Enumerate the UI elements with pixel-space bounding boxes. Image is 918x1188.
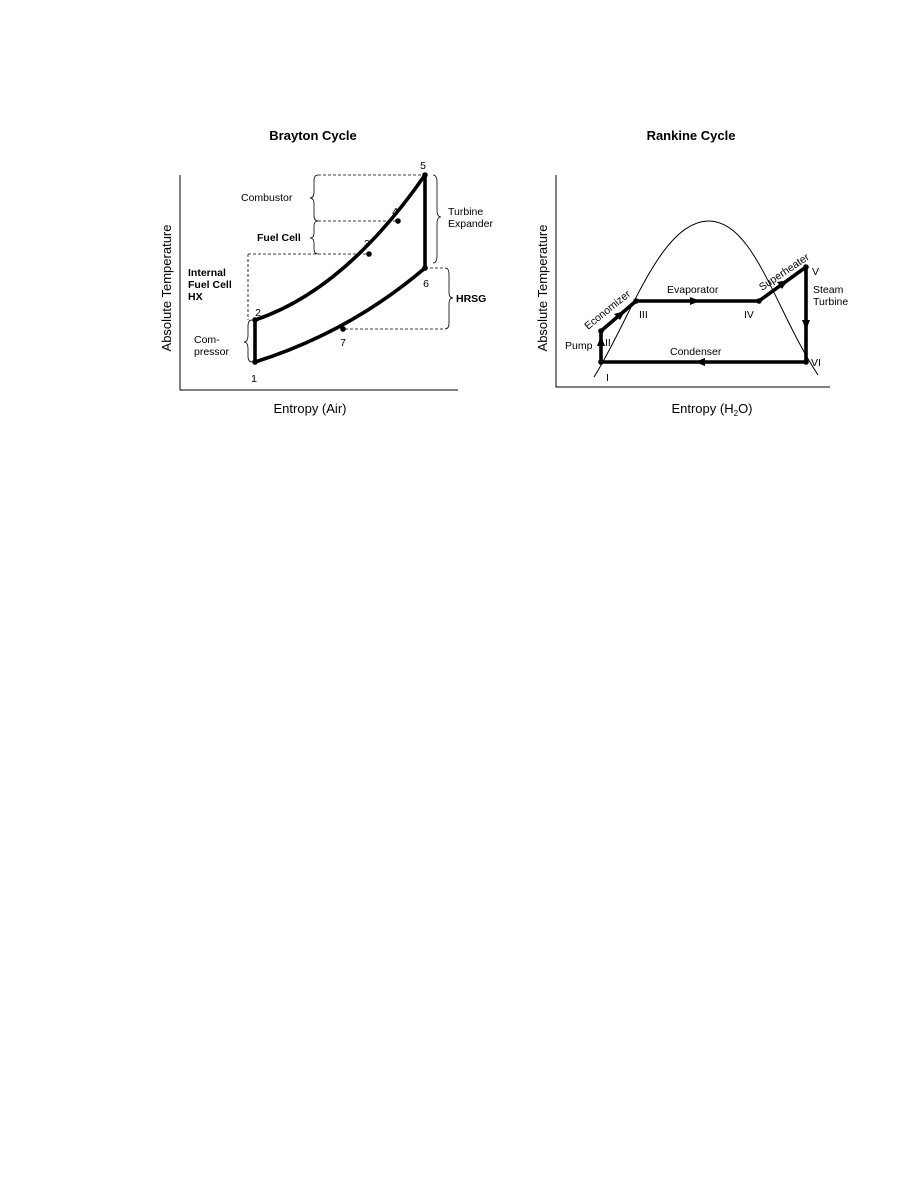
combustor-brace (309, 174, 319, 222)
fuel-cell-label: Fuel Cell (257, 232, 301, 244)
superheater-arrow (777, 280, 788, 289)
rankine-diagram: Rankine Cycle Absolute Temperature Entro… (535, 128, 848, 418)
hrsg-label: HRSG (456, 293, 486, 305)
state-point-4 (395, 218, 401, 224)
fuel-cell-brace (309, 220, 319, 255)
brayton-title: Brayton Cycle (269, 128, 356, 143)
point-IV-label: IV (744, 309, 754, 321)
point-7-label: 7 (340, 337, 346, 349)
saturation-dome (593, 220, 819, 378)
point-II-label: II (605, 337, 611, 349)
pump-arrow (597, 336, 605, 346)
internal-hx-label-2: Fuel Cell (188, 279, 232, 291)
point-I-label: I (606, 372, 609, 384)
point-2-label: 2 (255, 307, 261, 319)
rankine-y-axis-label: Absolute Temperature (535, 225, 550, 352)
steam-turbine-label-2: Turbine (813, 296, 848, 308)
state-point-5 (422, 172, 428, 178)
condenser-label: Condenser (670, 346, 722, 358)
brayton-diagram: Brayton Cycle Absolute Temperature Entro… (159, 128, 493, 416)
turbine-brace (432, 174, 442, 264)
state-point-2 (252, 317, 258, 323)
compressor-brace (243, 319, 253, 363)
brayton-x-axis-label: Entropy (Air) (274, 401, 347, 416)
state-point-III (633, 298, 639, 304)
point-VI-label: VI (811, 357, 821, 369)
state-point-VI (803, 359, 809, 365)
state-point-3 (366, 251, 372, 257)
hrsg-brace (444, 267, 454, 330)
compressor-label-1: Com- (194, 334, 220, 346)
superheater-label: Superheater (757, 251, 812, 294)
pump-label: Pump (565, 340, 593, 352)
internal-hx-label-1: Internal (188, 267, 226, 279)
evaporator-arrow (690, 297, 700, 305)
evaporator-label: Evaporator (667, 284, 719, 296)
compressor-label-2: pressor (194, 346, 230, 358)
state-point-7 (340, 326, 346, 332)
condenser-arrow (695, 358, 705, 366)
rankine-axes (555, 175, 830, 388)
state-point-II (598, 328, 604, 334)
economizer-arrow (614, 311, 625, 320)
brayton-y-axis-label: Absolute Temperature (159, 225, 174, 352)
combustor-label: Combustor (241, 192, 293, 204)
point-1-label: 1 (251, 373, 257, 385)
state-point-6 (422, 265, 428, 271)
turbine-label-2: Expander (448, 218, 493, 230)
state-point-V (803, 264, 809, 270)
point-5-label: 5 (420, 160, 426, 172)
point-3-label: 3 (364, 238, 370, 250)
state-point-IV (756, 298, 762, 304)
turbine-arrow (802, 320, 810, 330)
point-6-label: 6 (423, 278, 429, 290)
rankine-x-axis-label: Entropy (H2O) (671, 401, 752, 418)
state-point-1 (252, 359, 258, 365)
point-4-label: 4 (392, 206, 398, 218)
turbine-label-1: Turbine (448, 206, 483, 218)
steam-turbine-label-1: Steam (813, 284, 844, 296)
rankine-title: Rankine Cycle (647, 128, 736, 143)
brayton-axes (179, 175, 458, 391)
point-V-label: V (812, 266, 819, 278)
point-III-label: III (639, 309, 648, 321)
state-point-I (598, 359, 604, 365)
internal-hx-label-3: HX (188, 291, 203, 303)
